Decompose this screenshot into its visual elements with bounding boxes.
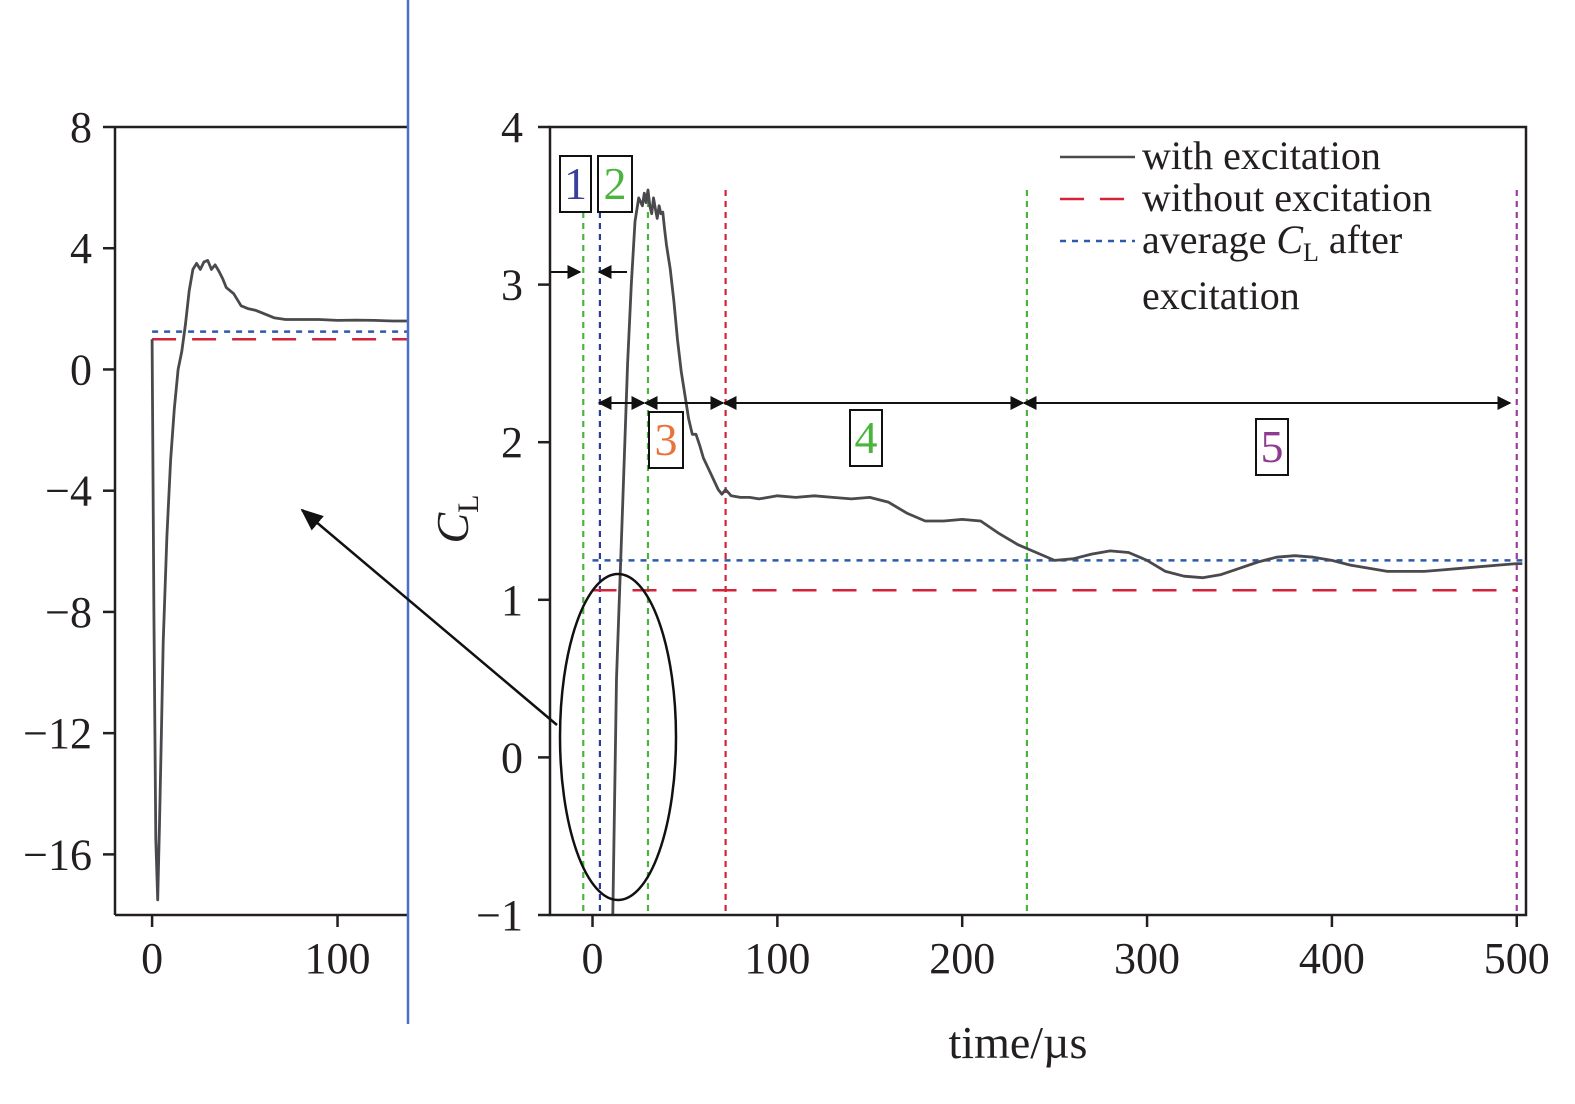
y-tick-label: −12 (23, 709, 92, 758)
svg-text:4: 4 (855, 412, 878, 463)
svg-text:2: 2 (604, 158, 627, 209)
inset-panel: 8 4 0 −4 −8 −12 −16 0 100 (23, 0, 410, 1024)
x-axis-label: time/µs (949, 1017, 1088, 1068)
series-with-excitation (150, 258, 408, 902)
phase-label-3: 3 (648, 411, 684, 469)
x-tick-label: 200 (929, 934, 995, 983)
x-tick-label: 100 (305, 934, 371, 983)
series-with-excitation (611, 188, 1523, 916)
legend-label-average-cl: average CL after (1142, 217, 1402, 267)
phase-boundary-lines (582, 190, 1518, 915)
x-tick-label: 0 (582, 934, 604, 983)
zoom-arrow (300, 508, 558, 726)
legend-label-without-excitation: without excitation (1142, 175, 1432, 220)
phase-label-1: 1 (559, 155, 592, 213)
y-tick-label: 0 (70, 345, 92, 394)
phase-label-5: 5 (1255, 418, 1289, 476)
main-plot-area (592, 188, 1523, 916)
legend-label-average-cl-line2: excitation (1142, 273, 1300, 318)
zoom-region-ellipse (558, 572, 678, 902)
y-tick-label: −4 (45, 467, 92, 516)
x-tick-label: 400 (1299, 934, 1365, 983)
x-tick-label: 300 (1114, 934, 1180, 983)
main-plot-frame (548, 125, 1528, 917)
y-axis-label: CL (427, 494, 485, 543)
phase-label-4: 4 (849, 409, 883, 467)
x-tick-label: 500 (1484, 934, 1550, 983)
y-tick-label: 4 (70, 224, 92, 273)
y-tick-label: 8 (70, 103, 92, 152)
y-tick-label: 2 (501, 418, 523, 467)
inset-plot-area (150, 258, 408, 902)
phase-arrows (551, 265, 1512, 410)
svg-text:5: 5 (1261, 421, 1284, 472)
y-tick-label: 0 (501, 733, 523, 782)
svg-text:1: 1 (564, 158, 587, 209)
svg-text:3: 3 (655, 414, 678, 465)
y-tick-label: 4 (501, 103, 523, 152)
y-axis-label-main: CL (427, 494, 485, 543)
phase-labels: 1 2 3 4 5 (559, 155, 1289, 476)
y-tick-label: −8 (45, 588, 92, 637)
legend-label-with-excitation: with excitation (1142, 133, 1381, 178)
legend: with excitation without excitation avera… (1060, 133, 1432, 318)
y-tick-label: 1 (501, 576, 523, 625)
inset-ticks: 8 4 0 −4 −8 −12 −16 0 100 (23, 103, 370, 983)
x-tick-label: 100 (744, 934, 810, 983)
y-tick-label: −16 (23, 830, 92, 879)
x-tick-label: 0 (141, 934, 163, 983)
y-tick-label: 3 (501, 261, 523, 310)
phase-label-2: 2 (597, 155, 633, 213)
y-tick-label: −1 (476, 891, 523, 940)
